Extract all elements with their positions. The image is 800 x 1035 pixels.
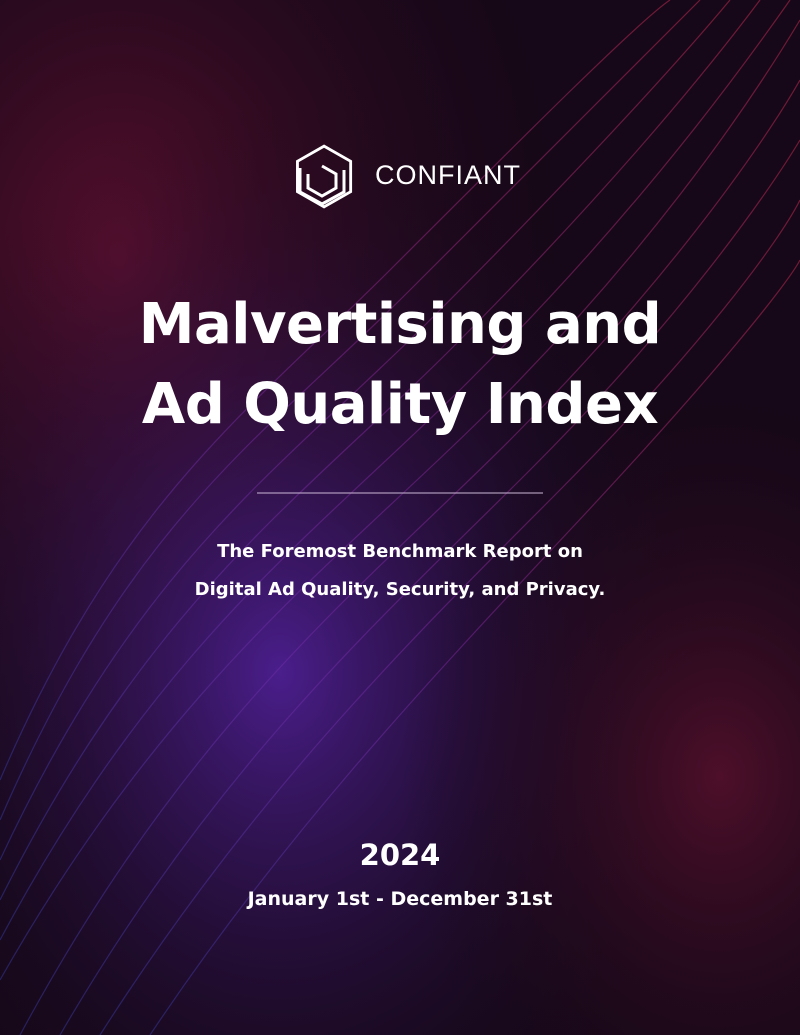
- year: 2024: [359, 838, 441, 872]
- subtitle-line: Digital Ad Quality, Security, and Privac…: [194, 579, 606, 600]
- brand-name: CONFIANT: [375, 160, 521, 190]
- title-line: Malvertising and: [138, 292, 662, 357]
- title-line: Ad Quality Index: [141, 372, 659, 437]
- date-range: January 1st - December 31st: [247, 888, 553, 910]
- subtitle-line: The Foremost Benchmark Report on: [217, 541, 583, 562]
